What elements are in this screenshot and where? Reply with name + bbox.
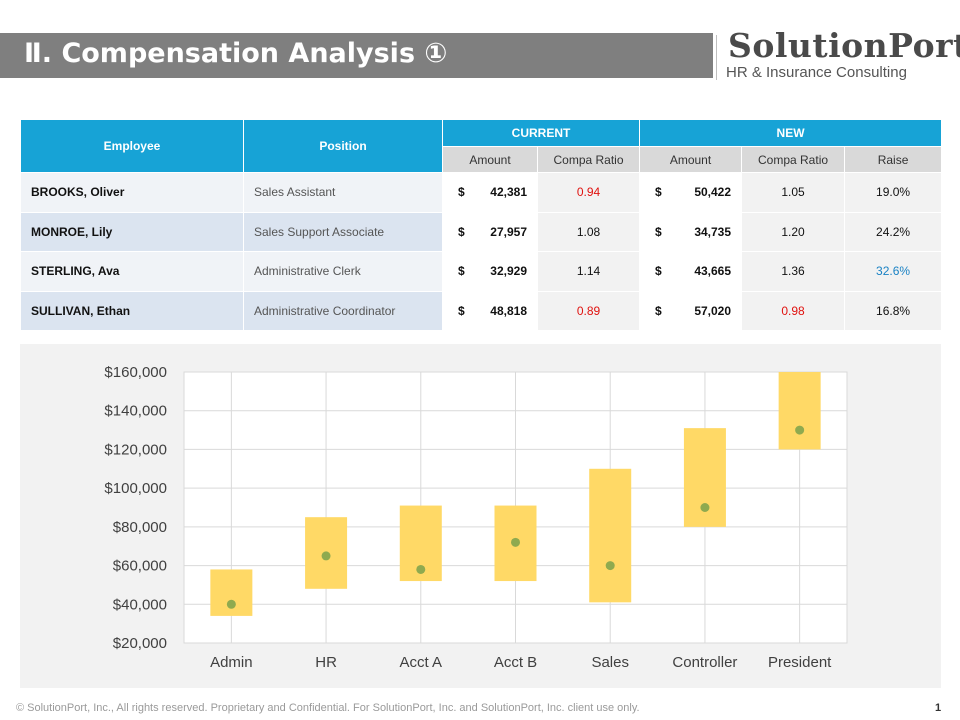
raise-percent: 19.0% [844,172,943,213]
current-compa-ratio: 1.14 [536,251,641,292]
current-compa-ratio: 0.89 [536,290,641,331]
range-bar [683,428,726,527]
current-compa-ratio: 0.94 [536,172,641,213]
employee-position: Sales Assistant [243,172,443,213]
new-amount: $43,665 [639,251,743,292]
new-compa-ratio: 1.20 [741,211,846,252]
employee-position: Administrative Clerk [243,251,443,292]
midpoint-dot [795,425,805,435]
y-tick-label: $80,000 [113,519,167,536]
new-compa-ratio: 1.05 [741,172,846,213]
y-tick-label: $160,000 [104,364,167,381]
new-amount: $50,422 [639,172,743,213]
header-current: CURRENT [441,119,641,147]
amount-value: 32,929 [490,264,527,279]
midpoint-dot [416,564,426,574]
employee-name: BROOKS, Oliver [20,172,244,213]
header-new-compa-ratio: Compa Ratio [741,146,846,173]
page-title: Ⅱ. Compensation Analysis ① [24,38,448,69]
x-tick-label: Acct A [400,654,443,671]
range-bar [589,468,632,603]
midpoint-dot [226,599,236,609]
table-row: SULLIVAN, Ethan Administrative Coordinat… [20,290,943,331]
amount-value: 48,818 [490,303,527,318]
table-row: MONROE, Lily Sales Support Associate $27… [20,211,943,252]
current-amount: $32,929 [442,251,538,292]
currency-sign: $ [458,264,465,279]
table-row: BROOKS, Oliver Sales Assistant $42,381 0… [20,172,943,213]
amount-value: 50,422 [694,185,732,200]
x-tick-label: President [768,654,832,671]
current-amount: $48,818 [442,290,538,331]
amount-value: 34,735 [694,224,732,239]
header-current-amount: Amount [442,146,538,173]
y-tick-label: $100,000 [104,480,167,497]
y-tick-label: $60,000 [113,558,167,575]
y-tick-label: $20,000 [113,635,167,652]
company-tagline: HR & Insurance Consulting [726,64,907,81]
current-compa-ratio: 1.08 [536,211,641,252]
amount-value: 43,665 [694,264,732,279]
raise-percent: 16.8% [844,290,943,331]
midpoint-dot [511,537,520,547]
range-bar [778,372,821,450]
salary-range-chart: $20,000 $40,000 $60,000 $80,000 $100,000 $120… [20,344,941,688]
header-employee: Employee [20,119,244,173]
midpoint-dot [700,503,710,512]
raise-percent: 24.2% [844,211,943,252]
midpoint-dot [321,551,331,561]
header-current-compa-ratio: Compa Ratio [536,146,641,173]
chart-svg: $20,000 $40,000 $60,000 $80,000 $100,000 $120… [104,364,848,671]
logo-divider [716,35,717,80]
footer-copyright: © SolutionPort, Inc., All rights reserve… [16,702,640,714]
new-amount: $57,020 [639,290,743,331]
x-tick-label: HR [315,654,337,671]
header-raise: Raise [844,146,943,173]
header-new-amount: Amount [639,146,743,173]
currency-sign: $ [458,303,465,318]
currency-sign: $ [655,264,662,279]
currency-sign: $ [655,185,662,200]
x-tick-label: Acct B [494,654,537,671]
new-compa-ratio: 1.36 [741,251,846,292]
title-bar [0,33,713,78]
current-amount: $42,381 [442,172,538,213]
range-bar [210,569,253,616]
compensation-table: Employee Position CURRENT NEW Amount Com… [20,119,943,331]
currency-sign: $ [458,185,465,200]
employee-position: Administrative Coordinator [243,290,443,331]
currency-sign: $ [655,303,662,318]
y-tick-label: $140,000 [104,403,167,420]
raise-percent: 32.6% [844,251,943,292]
employee-name: MONROE, Lily [20,211,244,252]
current-amount: $27,957 [442,211,538,252]
currency-sign: $ [458,224,465,239]
new-compa-ratio: 0.98 [741,290,846,331]
company-logo: SolutionPort [728,26,960,65]
amount-value: 27,957 [490,224,527,239]
x-tick-label: Admin [210,654,253,671]
amount-value: 57,020 [694,303,732,318]
y-tick-label: $120,000 [104,441,167,458]
y-tick-label: $40,000 [113,596,167,613]
header-position: Position [243,119,443,173]
employee-name: SULLIVAN, Ethan [20,290,244,331]
currency-sign: $ [655,224,662,239]
employee-position: Sales Support Associate [243,211,443,252]
header-new: NEW [639,119,943,147]
page-number: 1 [935,702,942,714]
x-tick-label: Controller [672,654,737,671]
employee-name: STERLING, Ava [20,251,244,292]
amount-value: 42,381 [490,185,527,200]
new-amount: $34,735 [639,211,743,252]
x-tick-label: Sales [591,654,629,671]
table-row: STERLING, Ava Administrative Clerk $32,9… [20,251,943,292]
midpoint-dot [605,561,615,571]
